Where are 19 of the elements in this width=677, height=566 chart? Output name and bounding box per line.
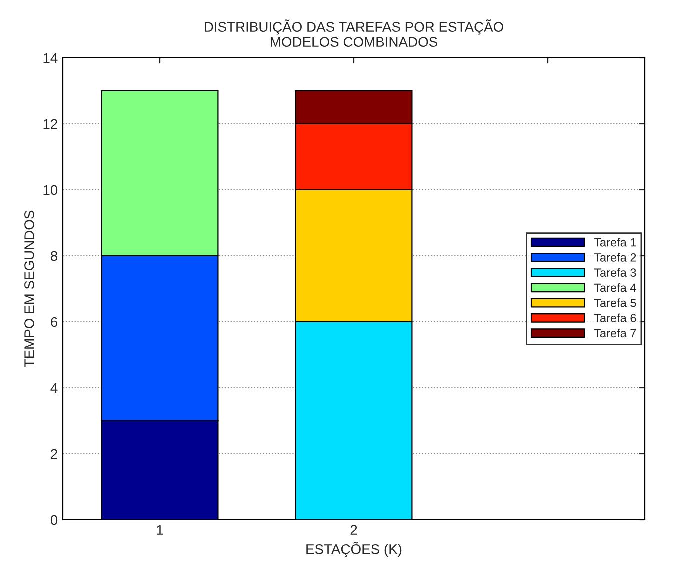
y-tick-label: 12 — [44, 119, 58, 130]
legend-label: Tarefa 1 — [594, 238, 636, 247]
y-tick-label: 4 — [50, 383, 58, 394]
legend-label: Tarefa 4 — [594, 284, 636, 292]
x-tick-label: 1 — [157, 525, 164, 535]
y-tick-label: 2 — [51, 449, 58, 460]
legend-label: Tarefa 5 — [594, 298, 636, 308]
chart-title: DISTRIBUIÇÃO DAS TAREFAS POR ESTAÇÃO MODELOS COMBINADOS — [205, 20, 504, 48]
legend-label: Tarefa 7 — [594, 328, 636, 338]
legend-label: Tarefa 2 — [594, 253, 636, 262]
legend-label: Tarefa 6 — [594, 314, 636, 322]
y-tick-label: 10 — [44, 185, 58, 196]
y-tick-label: 14 — [44, 53, 58, 64]
y-tick-label: 6 — [51, 317, 58, 328]
y-tick-label: 8 — [51, 251, 58, 262]
y-tick-label: 0 — [50, 515, 58, 526]
legend-label: Tarefa 3 — [594, 268, 636, 278]
x-axis-title: ESTAÇÕES (K) — [306, 542, 402, 558]
y-axis-title: TEMPO EM SEGUNDOS — [24, 210, 34, 368]
